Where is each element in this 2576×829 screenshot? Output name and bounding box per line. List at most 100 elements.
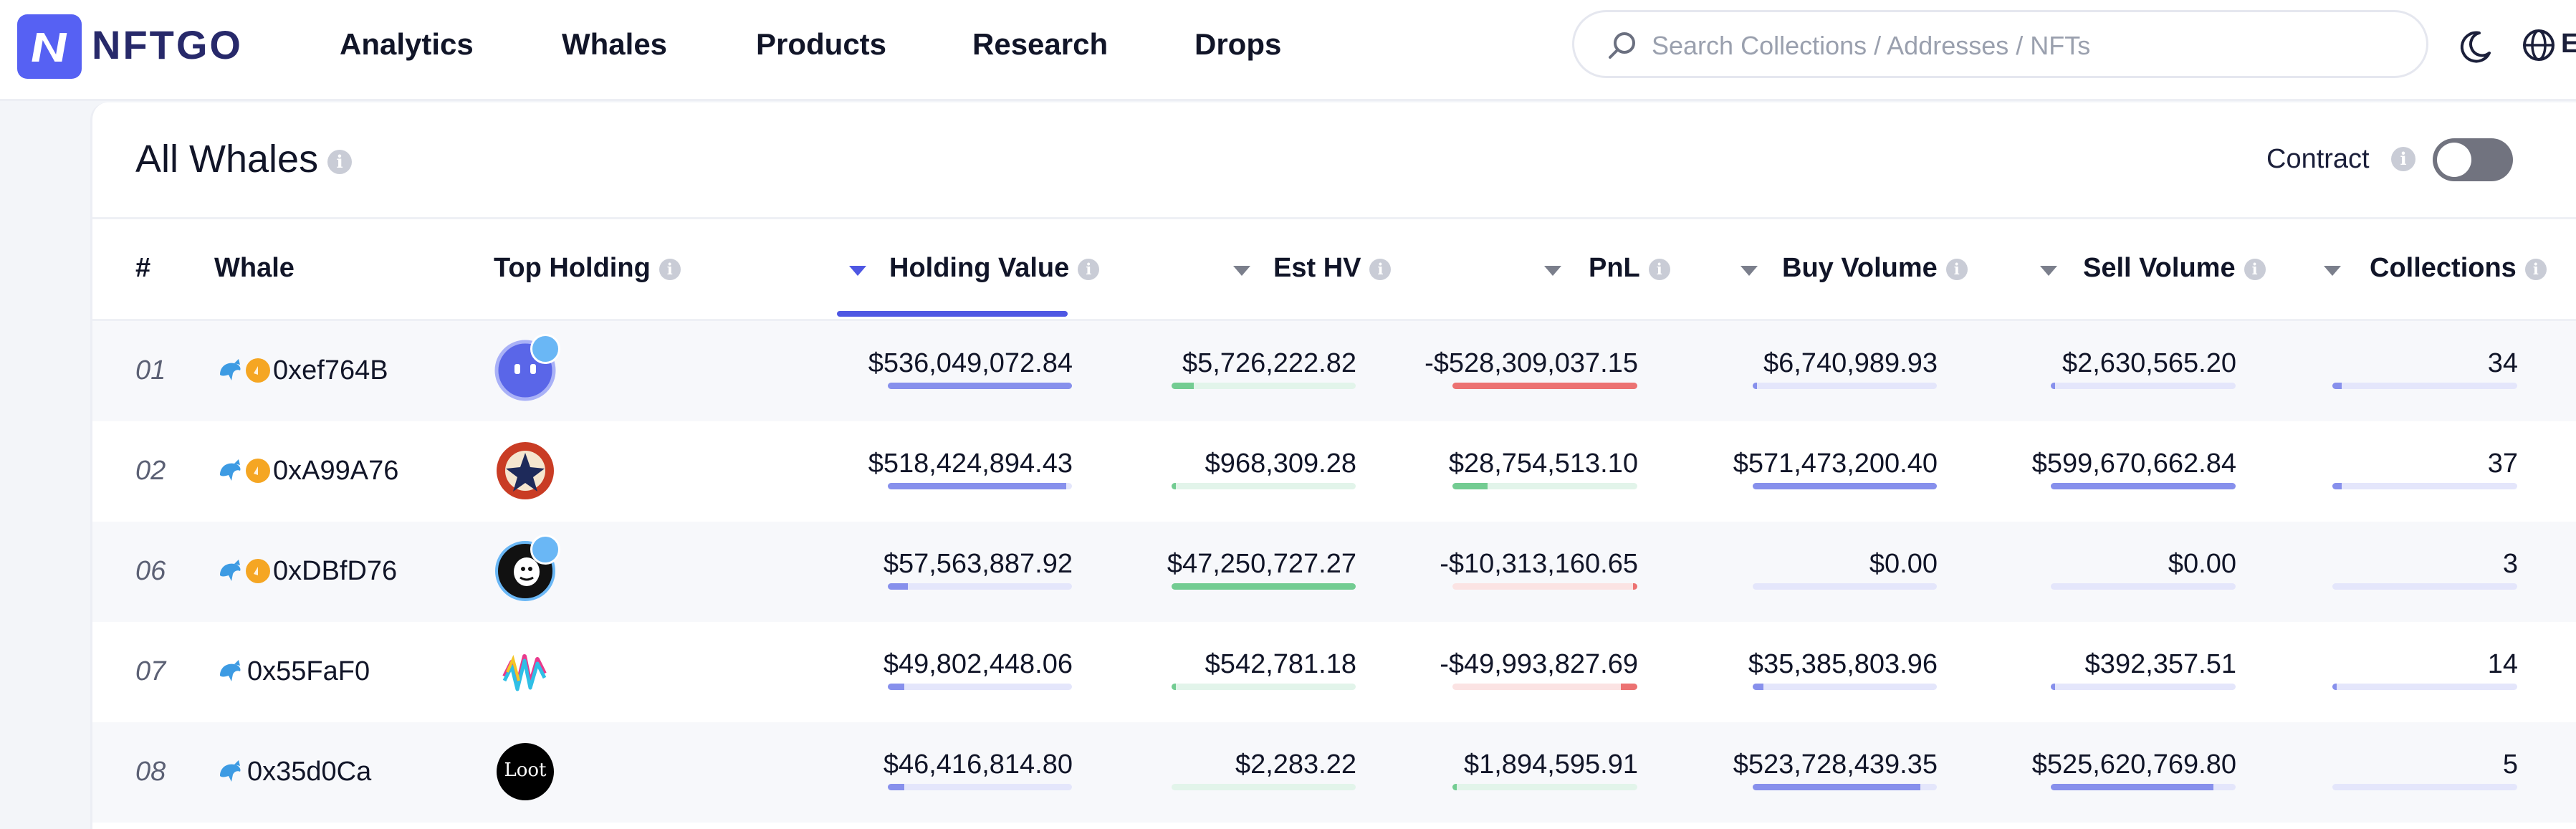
holding-value-bar xyxy=(888,583,1072,590)
buy-volume-value: $0.00 xyxy=(1869,549,1938,579)
buy-volume-value: $571,473,200.40 xyxy=(1733,449,1938,479)
sell-volume-bar xyxy=(2051,784,2236,790)
info-icon[interactable]: i xyxy=(659,258,681,280)
info-icon[interactable]: i xyxy=(1648,258,1670,280)
buy-volume-bar-fill xyxy=(1753,684,1763,690)
info-icon[interactable]: i xyxy=(2524,258,2547,280)
whale-link[interactable]: 0xA99A76 xyxy=(216,453,398,489)
pnl-value: -$10,313,160.65 xyxy=(1440,549,1638,579)
row-rank: 02 xyxy=(135,456,166,486)
table-row[interactable]: 06 0xDBfD76 $57,563,887.92 $47,250,727.27 -$… xyxy=(92,522,2576,622)
whale-link[interactable]: 0x35d0Ca xyxy=(216,754,371,790)
column-holding-value[interactable]: Holding Value i xyxy=(889,253,1100,284)
sell-volume-bar xyxy=(2051,383,2236,389)
holding-value-bar xyxy=(888,483,1072,489)
globe-icon[interactable] xyxy=(2521,27,2557,67)
column-buy-volume[interactable]: Buy Volume i xyxy=(1782,253,1968,284)
column-pnl[interactable]: PnL i xyxy=(1589,253,1670,284)
collections-value: 5 xyxy=(2502,749,2518,780)
sell-volume-value: $2,630,565.20 xyxy=(2062,348,2236,378)
column-est-hv[interactable]: Est HV i xyxy=(1273,253,1392,284)
est-hv-bar xyxy=(1172,483,1356,489)
est-hv-bar xyxy=(1172,583,1356,590)
holding-value-bar-fill xyxy=(888,383,1072,389)
loot-text: Loot xyxy=(504,759,547,781)
contract-label: Contract xyxy=(2266,144,2370,174)
pnl-bar xyxy=(1452,784,1637,790)
info-icon[interactable]: i xyxy=(1369,258,1392,280)
sort-icon[interactable] xyxy=(1233,266,1250,276)
brand-name[interactable]: NFTGO xyxy=(92,22,243,67)
buy-volume-bar xyxy=(1753,784,1937,790)
table-row[interactable]: 01 0xef764B $536,049,072.84 $5,726,222.82 -$… xyxy=(92,321,2576,421)
collections-value: 14 xyxy=(2487,649,2518,679)
whale-address[interactable]: 0xDBfD76 xyxy=(273,555,398,586)
whale-address[interactable]: 0xA99A76 xyxy=(273,455,399,486)
bored-ape-avatar[interactable] xyxy=(494,535,560,602)
whale-address[interactable]: 0xef764B xyxy=(273,355,388,385)
title-info-icon[interactable]: i xyxy=(327,150,352,174)
whale-address[interactable]: 0x55FaF0 xyxy=(247,656,370,686)
whale-link[interactable]: 0x55FaF0 xyxy=(216,653,370,689)
nav-drops[interactable]: Drops xyxy=(1194,27,1282,61)
divider xyxy=(92,217,2576,219)
sell-volume-value: $392,357.51 xyxy=(2084,649,2236,679)
sort-desc-icon[interactable] xyxy=(849,266,866,276)
whale-icon xyxy=(220,660,241,681)
whale-link[interactable]: 0xef764B xyxy=(216,353,388,388)
column-sell-volume[interactable]: Sell Volume i xyxy=(2083,253,2266,284)
est-hv-bar xyxy=(1172,383,1356,389)
contract-toggle[interactable] xyxy=(2433,138,2513,181)
whale-address[interactable]: 0x35d0Ca xyxy=(247,756,372,787)
table-row[interactable]: 08 0x35d0Ca Loot $46,416,814.80 $2,283.22 $1,… xyxy=(92,722,2576,823)
blue-ghost-avatar[interactable] xyxy=(494,334,560,401)
info-icon[interactable]: i xyxy=(2244,258,2266,280)
verified-badge-icon xyxy=(246,559,270,583)
loot-avatar[interactable]: Loot xyxy=(494,741,556,802)
nav-research[interactable]: Research xyxy=(972,27,1109,61)
dark-mode-icon[interactable] xyxy=(2458,29,2494,68)
est-hv-value: $47,250,727.27 xyxy=(1167,549,1356,579)
nav-analytics[interactable]: Analytics xyxy=(340,27,474,61)
collections-bar xyxy=(2332,483,2517,489)
column-top-holding: Top Holding i xyxy=(494,253,681,284)
column-collections[interactable]: Collections i xyxy=(2370,253,2547,284)
est-hv-bar xyxy=(1172,784,1356,790)
row-rank: 07 xyxy=(135,656,166,686)
nftgo-logo-icon[interactable] xyxy=(17,14,82,79)
whale-icon xyxy=(220,359,241,380)
est-hv-bar xyxy=(1172,684,1356,690)
pnl-value: -$528,309,037.15 xyxy=(1425,348,1638,378)
search-icon xyxy=(1609,32,1635,59)
table-row[interactable]: 02 0xA99A76 $518,424,894.43 $968,309.28 $28,… xyxy=(92,421,2576,522)
nav-whales[interactable]: Whales xyxy=(562,27,668,61)
table-row[interactable]: 07 0x55FaF0 $49,802,448.06 $542,781.18 -$49,… xyxy=(92,622,2576,722)
search-input[interactable] xyxy=(1650,25,2398,67)
page-title: All Whales xyxy=(135,138,319,181)
est-hv-value: $2,283.22 xyxy=(1235,749,1356,780)
column-sell-volume-label: Sell Volume xyxy=(2083,253,2236,283)
whale-link[interactable]: 0xDBfD76 xyxy=(216,553,397,589)
language-label[interactable]: E xyxy=(2561,29,2576,59)
sort-icon[interactable] xyxy=(2040,266,2057,276)
pnl-value: $28,754,513.10 xyxy=(1448,449,1638,479)
search-box[interactable] xyxy=(1572,10,2428,78)
red-emblem-avatar[interactable] xyxy=(494,440,556,502)
holding-value-value: $518,424,894.43 xyxy=(868,449,1073,479)
column-est-hv-label: Est HV xyxy=(1273,253,1361,283)
info-icon[interactable]: i xyxy=(1078,258,1100,280)
sort-icon[interactable] xyxy=(1741,266,1758,276)
sort-icon[interactable] xyxy=(2324,266,2341,276)
info-icon[interactable]: i xyxy=(1945,258,1968,280)
nav-products[interactable]: Products xyxy=(756,27,887,61)
holding-value-bar xyxy=(888,383,1072,389)
rainbow-wave-avatar[interactable] xyxy=(494,641,556,702)
sort-icon[interactable] xyxy=(1544,266,1561,276)
contract-info-icon[interactable]: i xyxy=(2391,147,2415,171)
est-hv-value: $542,781.18 xyxy=(1205,649,1356,679)
sell-volume-value: $0.00 xyxy=(2168,549,2236,579)
est-hv-bar-fill xyxy=(1172,684,1176,690)
est-hv-value: $5,726,222.82 xyxy=(1182,348,1356,378)
collections-bar-fill xyxy=(2332,684,2337,690)
sell-volume-value: $599,670,662.84 xyxy=(2031,449,2236,479)
